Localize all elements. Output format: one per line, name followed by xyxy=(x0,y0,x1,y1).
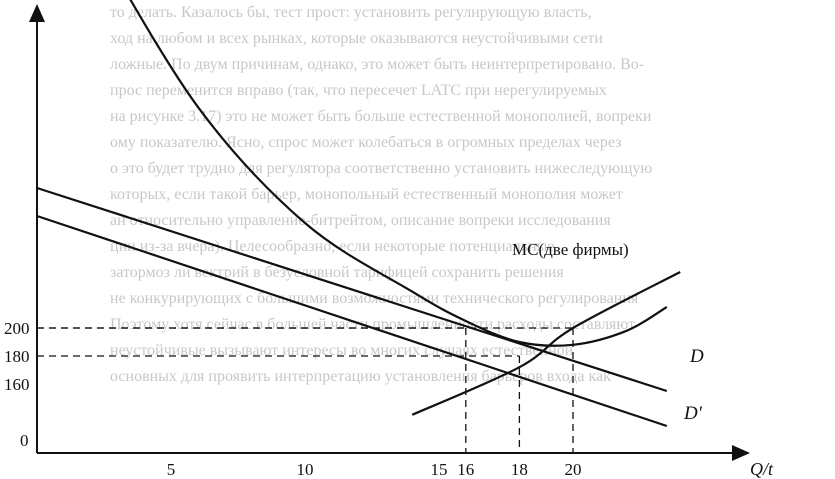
x-tick-label: 15 xyxy=(431,460,448,479)
y-tick-label: 180 xyxy=(4,347,30,366)
origin-label: 0 xyxy=(20,431,29,450)
curve-atc xyxy=(129,0,668,347)
bleed-text-line: на рисунке 3.17) это не может быть больш… xyxy=(110,108,652,125)
tick-labels: 5 10 15 16 18 20 160 180 200 xyxy=(4,319,582,479)
x-tick-label: 18 xyxy=(511,460,528,479)
series-label-d: D xyxy=(689,346,704,367)
bleed-text-line: ан относительно управление-битрейтом, оп… xyxy=(110,212,611,229)
series-label-d-prime: D' xyxy=(683,403,703,424)
x-tick-label: 10 xyxy=(297,460,314,479)
curve-d-prime xyxy=(36,214,668,428)
bleed-text-line: прос переменится вправо (так, что пересе… xyxy=(110,82,607,99)
bleed-text-line: ому показателю. Ясно, спрос может колеба… xyxy=(110,134,622,151)
x-tick-label: 20 xyxy=(565,460,582,479)
y-tick-label: 200 xyxy=(4,319,30,338)
curves xyxy=(36,0,681,428)
bleed-text-line: которых, если такой барьер, монопольный … xyxy=(110,186,623,203)
bleed-text-line: то делать. Казалось бы, тест прост: уста… xyxy=(110,4,592,21)
bleed-text-line: ции из-за вчера). Целесообразно, если не… xyxy=(110,238,555,255)
curve-mc xyxy=(411,271,681,416)
bleed-text-line: ход на любом и всех рынках, которые оказ… xyxy=(110,30,603,47)
curve-d xyxy=(36,186,668,393)
x-tick-label: 16 xyxy=(457,460,474,479)
x-tick-label: 5 xyxy=(167,460,176,479)
series-label-mc: MC(две фирмы) xyxy=(512,240,629,259)
bleed-text-line: затормоз ли вектрий в безусловной тарифи… xyxy=(110,264,564,281)
x-axis-label: Q/t xyxy=(750,459,774,479)
bleed-text-line: Поэтому хотя сейчас в большей части пром… xyxy=(110,316,636,333)
bleed-text-line: не конкурирующих с большими возможностям… xyxy=(110,290,639,307)
bleed-text-line: неустойчивые вызывают интересы во многих… xyxy=(110,342,574,359)
dashed-guides xyxy=(37,327,574,453)
y-tick-label: 160 xyxy=(4,375,30,394)
bleed-text-line: основных для проявить интерпретацию уста… xyxy=(110,368,611,385)
bleed-text-line: ложные. По двум причинам, однако, это мо… xyxy=(110,56,645,73)
